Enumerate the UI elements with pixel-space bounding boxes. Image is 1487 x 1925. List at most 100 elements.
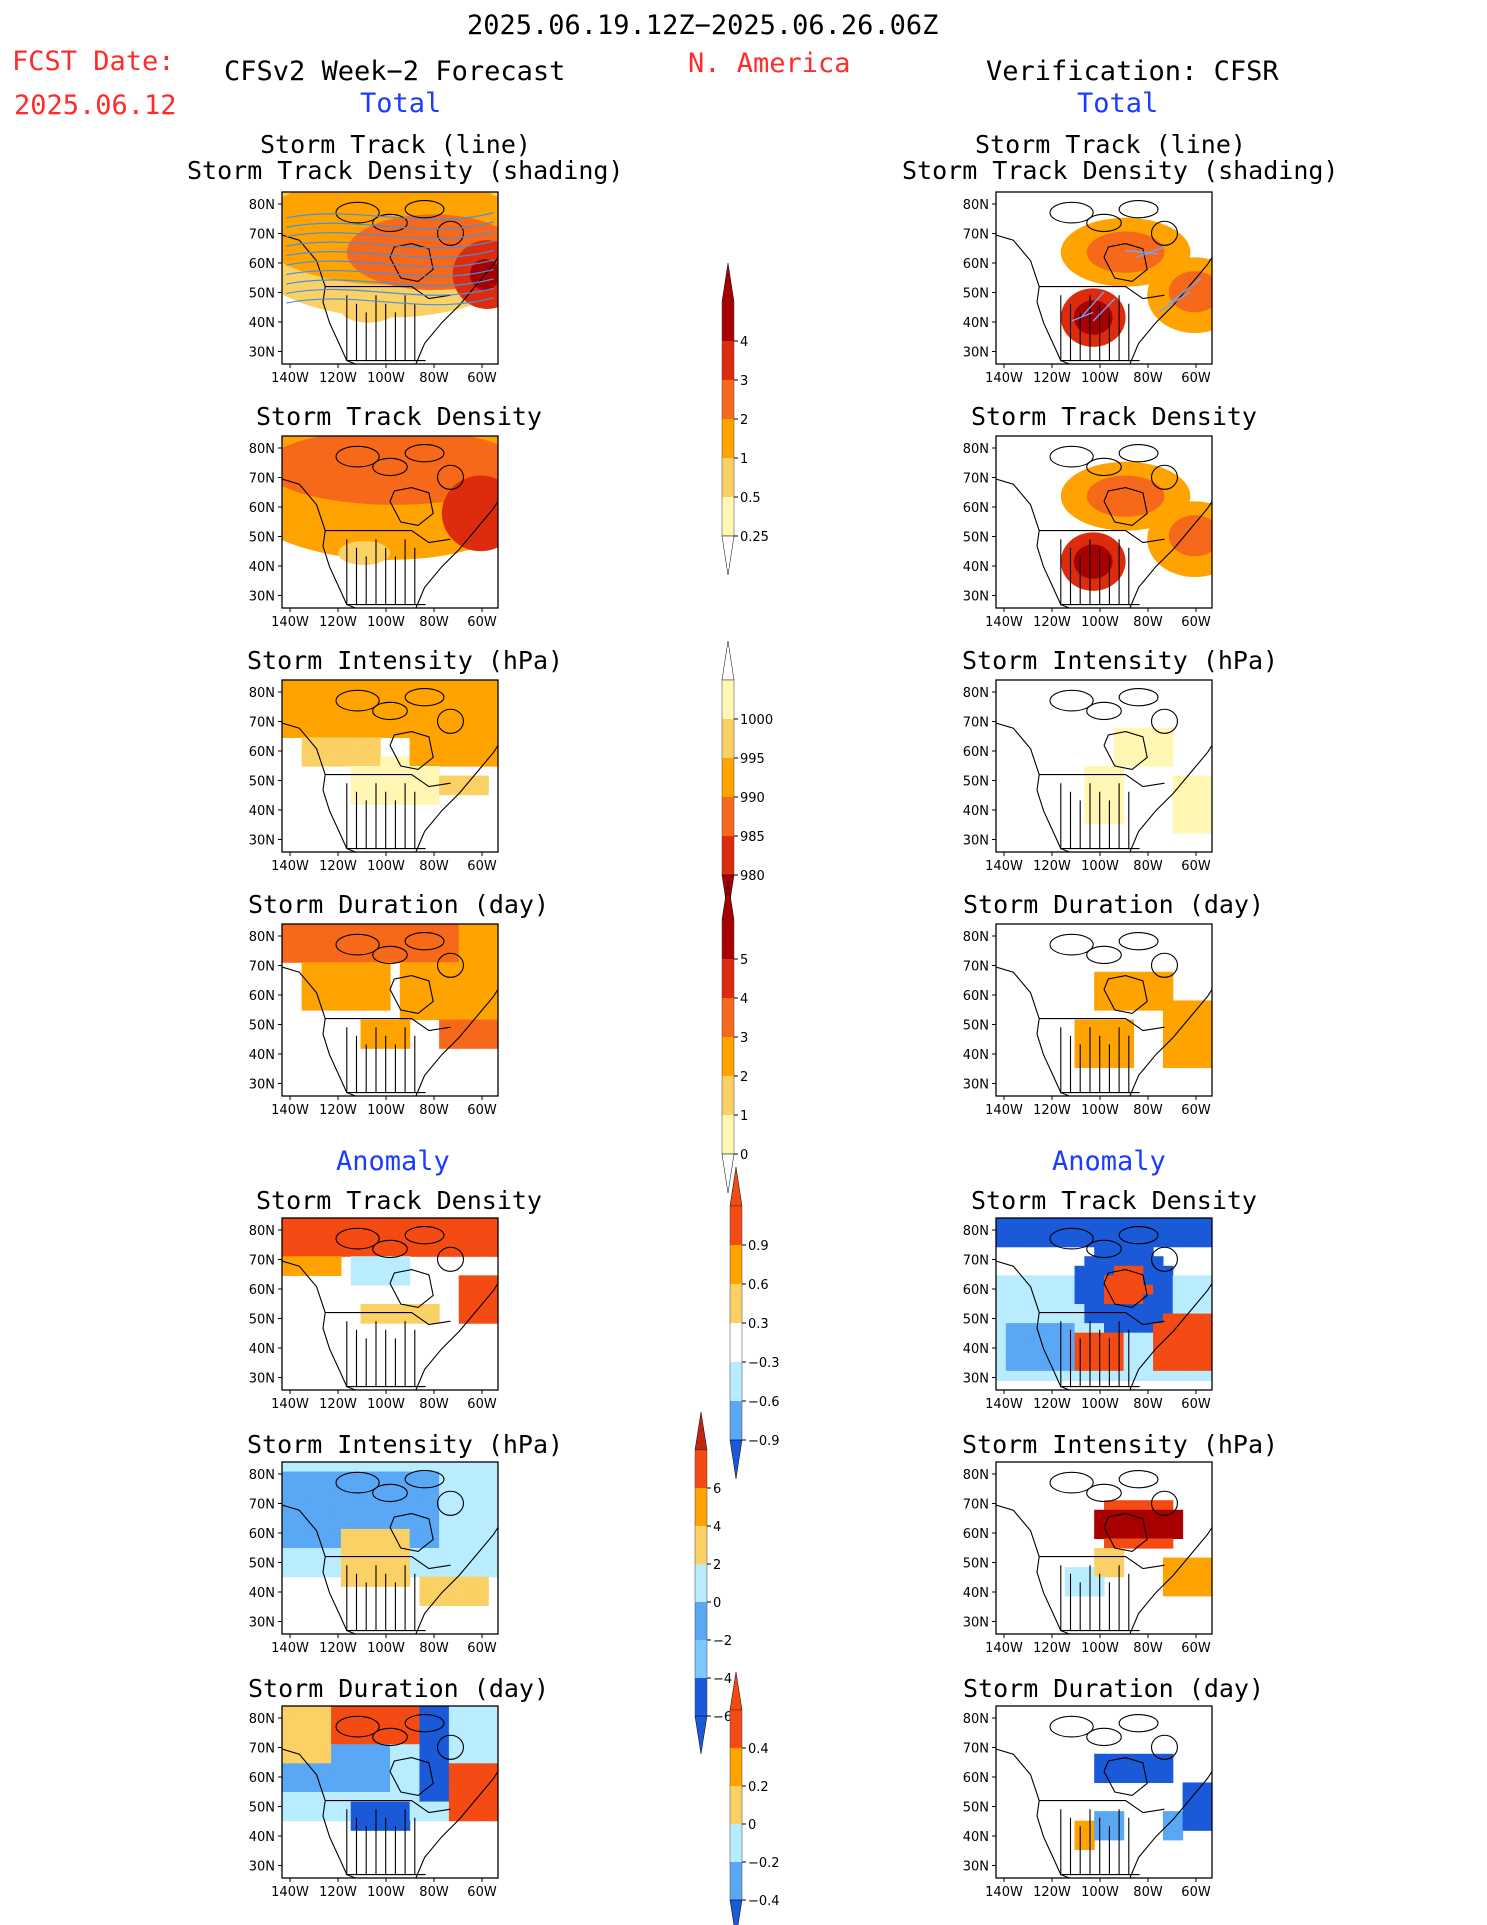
grid-cell xyxy=(488,1313,498,1324)
coastlines xyxy=(282,932,498,1096)
grid-cell xyxy=(1172,1820,1184,1831)
grid-cell xyxy=(282,1528,293,1540)
lon-tick-label: 80W xyxy=(1133,1397,1163,1412)
grid-cell xyxy=(399,1275,411,1286)
grid-cell xyxy=(468,1313,479,1324)
grid-cell xyxy=(350,775,362,786)
grid-cell xyxy=(1182,1586,1193,1597)
grid-cell xyxy=(458,1801,470,1812)
grid-cell xyxy=(488,1557,498,1568)
lon-tick-label: 140W xyxy=(271,1641,309,1656)
grid-cell xyxy=(1123,737,1135,748)
grid-cell xyxy=(321,1000,332,1011)
grid-cell xyxy=(360,1019,371,1030)
grid-cell xyxy=(439,756,450,767)
lat-tick-label: 30N xyxy=(963,346,989,361)
grid-cell xyxy=(1143,1370,1154,1382)
grid-cell xyxy=(478,952,489,963)
shading xyxy=(1064,1500,1212,1597)
grid-cell xyxy=(1113,1218,1125,1229)
grid-cell xyxy=(301,933,313,944)
colorbar-segment xyxy=(730,1362,742,1401)
grid-cell xyxy=(301,1763,313,1774)
grid-cell xyxy=(458,1528,470,1540)
grid-cell xyxy=(1123,1029,1135,1040)
grid-cell xyxy=(1162,1313,1174,1324)
lon-tick-label: 80W xyxy=(419,615,449,630)
grid-cell xyxy=(458,981,470,992)
grid-cell xyxy=(488,1471,498,1482)
grid-cell xyxy=(1172,1586,1184,1597)
grid-cell xyxy=(468,962,479,973)
grid-cell xyxy=(1153,1772,1164,1784)
title-anom-duration-right: Storm Duration (day) xyxy=(963,1674,1265,1703)
grid-cell xyxy=(1182,1576,1193,1587)
grid-cell xyxy=(1153,1763,1164,1774)
grid-cell xyxy=(1094,1019,1105,1030)
lat-tick-label: 30N xyxy=(249,1372,275,1387)
grid-cell xyxy=(321,1782,332,1793)
grid-cell xyxy=(458,1586,470,1597)
grid-cell xyxy=(301,1772,313,1784)
grid-cell xyxy=(1162,1500,1174,1511)
grid-cell xyxy=(429,794,440,805)
grid-cell xyxy=(340,1734,352,1745)
grid-cell xyxy=(439,1538,450,1549)
grid-cell xyxy=(439,699,450,710)
lon-tick-label: 100W xyxy=(367,859,405,874)
grid-cell xyxy=(478,971,489,982)
grid-cell xyxy=(321,1715,332,1726)
grid-cell xyxy=(448,1811,460,1822)
grid-cell xyxy=(390,1462,401,1473)
grid-cell xyxy=(478,1481,489,1492)
grid-cell xyxy=(419,1744,430,1755)
grid-cell xyxy=(399,1256,411,1267)
grid-cell xyxy=(331,1753,342,1764)
grid-cell xyxy=(458,1462,470,1473)
grid-cell xyxy=(1143,1304,1154,1315)
grid-cell xyxy=(439,1772,450,1784)
lon-tick-label: 60W xyxy=(467,1103,497,1118)
grid-cell xyxy=(1104,981,1115,992)
grid-cell xyxy=(468,971,479,982)
grid-cell xyxy=(350,1567,362,1578)
grid-cell xyxy=(340,1500,352,1511)
grid-cell xyxy=(340,727,352,738)
grid-cell xyxy=(448,1218,460,1229)
grid-cell xyxy=(331,1734,342,1745)
grid-cell xyxy=(1104,1500,1115,1511)
grid-cell xyxy=(340,718,352,729)
grid-cell xyxy=(380,766,391,777)
grid-cell xyxy=(458,756,470,767)
grid-cell xyxy=(409,1557,421,1568)
grid-cell xyxy=(1153,1313,1164,1324)
grid-cell xyxy=(1084,775,1095,786)
grid-cell xyxy=(360,981,371,992)
grid-cell xyxy=(468,1010,479,1021)
grid-cell xyxy=(360,1801,371,1812)
lat-tick-label: 50N xyxy=(963,1313,989,1328)
grid-cell xyxy=(282,1753,293,1764)
grid-cell xyxy=(380,1782,391,1793)
grid-cell xyxy=(1133,1753,1144,1764)
grid-cell xyxy=(331,737,342,748)
grid-cell xyxy=(1143,1265,1154,1276)
lon-tick-label: 80W xyxy=(419,859,449,874)
grid-cell xyxy=(331,1509,342,1520)
grid-cell xyxy=(380,1715,391,1726)
grid-cell xyxy=(390,1227,401,1238)
lat-tick-label: 80N xyxy=(249,198,275,213)
grid-cell xyxy=(399,1706,411,1717)
grid-cell xyxy=(311,1734,322,1745)
grid-cell xyxy=(291,1462,303,1473)
grid-cell xyxy=(488,981,498,992)
grid-cell xyxy=(350,943,362,954)
lat-tick-label: 40N xyxy=(963,1586,989,1601)
grid-cell xyxy=(321,1256,332,1267)
lat-tick-label: 80N xyxy=(249,930,275,945)
grid-cell xyxy=(350,962,362,973)
